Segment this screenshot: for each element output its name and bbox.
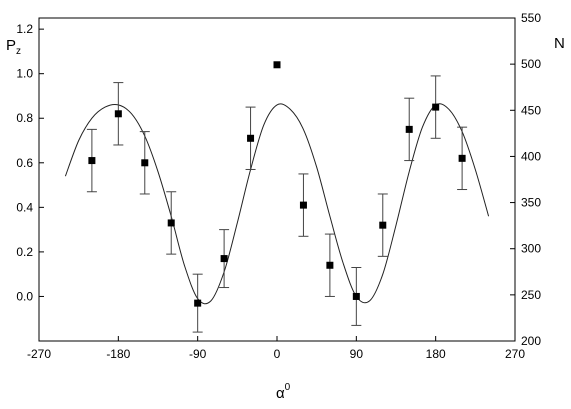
x-tick-label: 0 — [274, 347, 281, 361]
data-point — [220, 255, 228, 263]
data-point — [352, 292, 360, 300]
y-tick-label: 1.0 — [16, 67, 33, 81]
y-axis-title-main: P — [6, 37, 16, 54]
y2-tick-label: 300 — [521, 242, 541, 256]
data-point — [167, 219, 175, 227]
data-point — [88, 157, 96, 165]
y-tick-label: 0.4 — [16, 200, 33, 214]
y-tick-label: 0.0 — [16, 289, 33, 303]
data-point — [299, 201, 307, 209]
x-tick-label: 180 — [426, 347, 446, 361]
data-point — [379, 221, 387, 229]
y2-axis-title: N — [554, 35, 565, 52]
x-tick-label: -90 — [189, 347, 207, 361]
y2-tick-label: 200 — [521, 334, 541, 348]
y2-tick-label: 350 — [521, 196, 541, 210]
y-tick-label: 0.2 — [16, 245, 33, 259]
y2-tick-label: 250 — [521, 288, 541, 302]
y-tick-label: 0.8 — [16, 111, 33, 125]
y-tick-label: 0.6 — [16, 156, 33, 170]
x-axis-title-main: α — [276, 385, 285, 402]
fit-curve — [64, 103, 490, 305]
data-point — [247, 134, 255, 142]
y2-tick-label: 550 — [521, 11, 541, 25]
x-tick-label: -180 — [106, 347, 130, 361]
data-point — [405, 125, 413, 133]
data-point — [141, 159, 149, 167]
data-point — [114, 110, 122, 118]
y2-tick-label: 450 — [521, 103, 541, 117]
data-point — [326, 261, 334, 269]
x-tick-label: 270 — [505, 347, 525, 361]
y2-tick-label: 500 — [521, 57, 541, 71]
x-axis-title: α0 — [276, 382, 291, 402]
data-point — [273, 61, 281, 69]
y-tick-label: 1.2 — [16, 22, 33, 36]
data-point — [194, 299, 202, 307]
y2-tick-label: 400 — [521, 149, 541, 163]
x-axis-title-sup: 0 — [285, 382, 291, 393]
data-point — [458, 154, 466, 162]
data-point — [432, 103, 440, 111]
x-tick-label: 90 — [350, 347, 364, 361]
y-axis-title: Pz — [6, 37, 21, 57]
y-axis-title-sub: z — [16, 46, 21, 57]
x-tick-label: -270 — [27, 347, 51, 361]
